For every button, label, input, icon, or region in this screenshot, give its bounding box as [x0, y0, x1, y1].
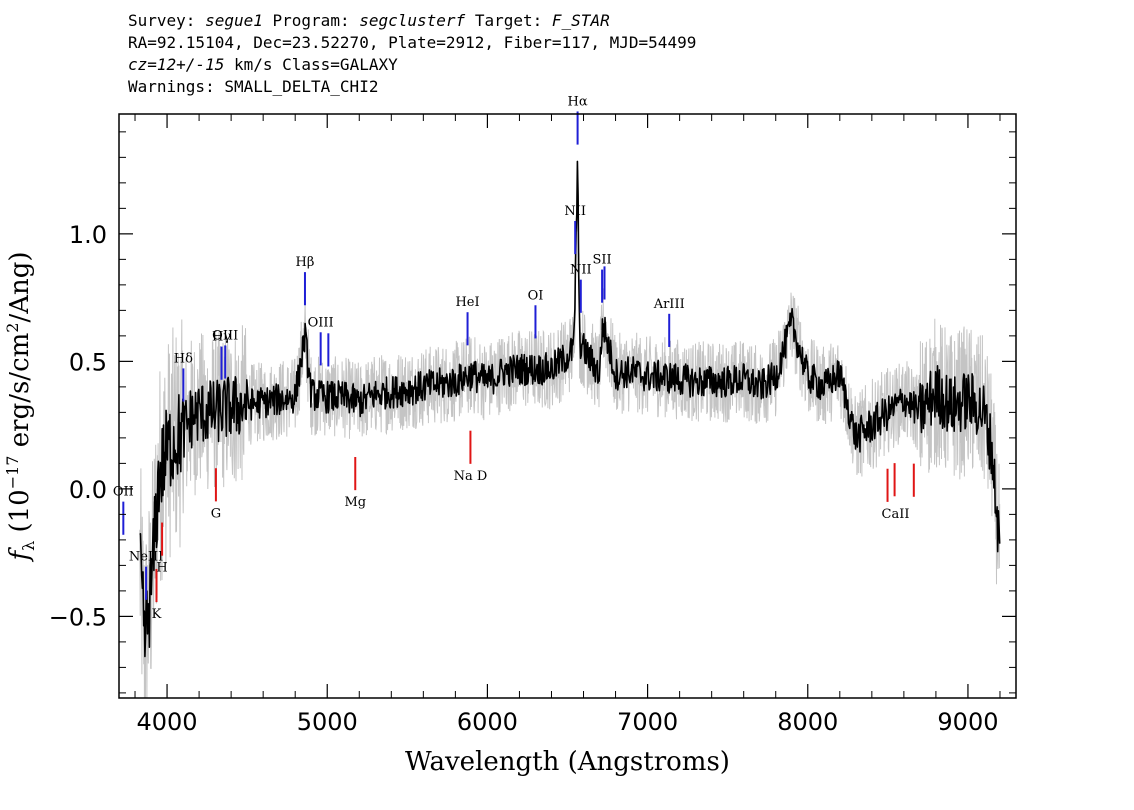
- absorption-line-label: Na D: [454, 469, 488, 484]
- y-axis-label: fλ (10−17 erg/s/cm2/Ang): [3, 251, 38, 562]
- absorption-line-label: Mg: [344, 495, 366, 510]
- absorption-line-label: K: [152, 607, 162, 622]
- x-tick-label: 7000: [617, 708, 678, 736]
- y-tick-label: 1.0: [69, 221, 107, 249]
- emission-line-label: OIII: [212, 328, 238, 343]
- emission-line-label: Hδ: [174, 351, 193, 366]
- header-line-4: Warnings: SMALL_DELTA_CHI2: [128, 77, 379, 96]
- axis-ticks: [119, 114, 1016, 698]
- emission-line-label: OIII: [308, 315, 334, 330]
- target-value: F_STAR: [551, 11, 610, 30]
- survey-value: segue1: [205, 11, 263, 30]
- emission-line-label: OI: [528, 288, 544, 303]
- x-tick-label: 9000: [937, 708, 998, 736]
- target-label: Target:: [474, 11, 543, 30]
- program-value: segclusterf: [359, 11, 466, 30]
- emission-line-label: NII: [570, 263, 592, 278]
- x-tick-label: 5000: [297, 708, 358, 736]
- header-line-1: Survey: segue1 Program: segclusterf Targ…: [128, 10, 696, 32]
- cz-units: km/s Class=GALAXY: [233, 55, 398, 74]
- smoothed-flux-layer: [139, 160, 1001, 658]
- emission-line-label: NII: [564, 204, 586, 219]
- smoothed-flux-line: [139, 160, 1001, 658]
- emission-line-label: HeI: [455, 295, 479, 310]
- y-tick-label: 0.5: [69, 348, 107, 376]
- y-tick-label: −0.5: [49, 603, 107, 631]
- emission-line-label: Hγ: [212, 330, 231, 345]
- emission-line-label: ArIII: [653, 297, 685, 312]
- x-tick-label: 6000: [457, 708, 518, 736]
- x-tick-label: 4000: [137, 708, 198, 736]
- cz-value: cz=12+/-15: [128, 55, 225, 74]
- emission-line-label: OII: [113, 485, 134, 500]
- absorption-line-label: CaII: [882, 507, 910, 522]
- plot-frame: [118, 113, 1017, 699]
- absorption-line-label: G: [211, 506, 221, 521]
- x-axis-label: Wavelength (Angstroms): [405, 747, 730, 777]
- emission-line-label: Hβ: [296, 255, 315, 270]
- emission-line-label: Hα: [568, 94, 588, 109]
- emission-line-label: SII: [593, 253, 612, 268]
- y-tick-label: 0.0: [69, 476, 107, 504]
- survey-label: Survey:: [128, 11, 196, 30]
- absorption-line-label: H: [156, 561, 167, 576]
- program-label: Program:: [272, 11, 350, 30]
- x-tick-label: 8000: [777, 708, 838, 736]
- tick-labels: 4000 5000 6000 7000 8000 9000 −0.5 0.0 0.5 1.0: [49, 221, 999, 736]
- header-line-2: RA=92.15104, Dec=23.52270, Plate=2912, F…: [128, 33, 697, 52]
- spectrum-header: Survey: segue1 Program: segclusterf Targ…: [128, 10, 696, 98]
- header-line-3: cz=12+/-15 km/s Class=GALAXY: [128, 54, 696, 76]
- emission-line-label: NeIII: [129, 550, 163, 565]
